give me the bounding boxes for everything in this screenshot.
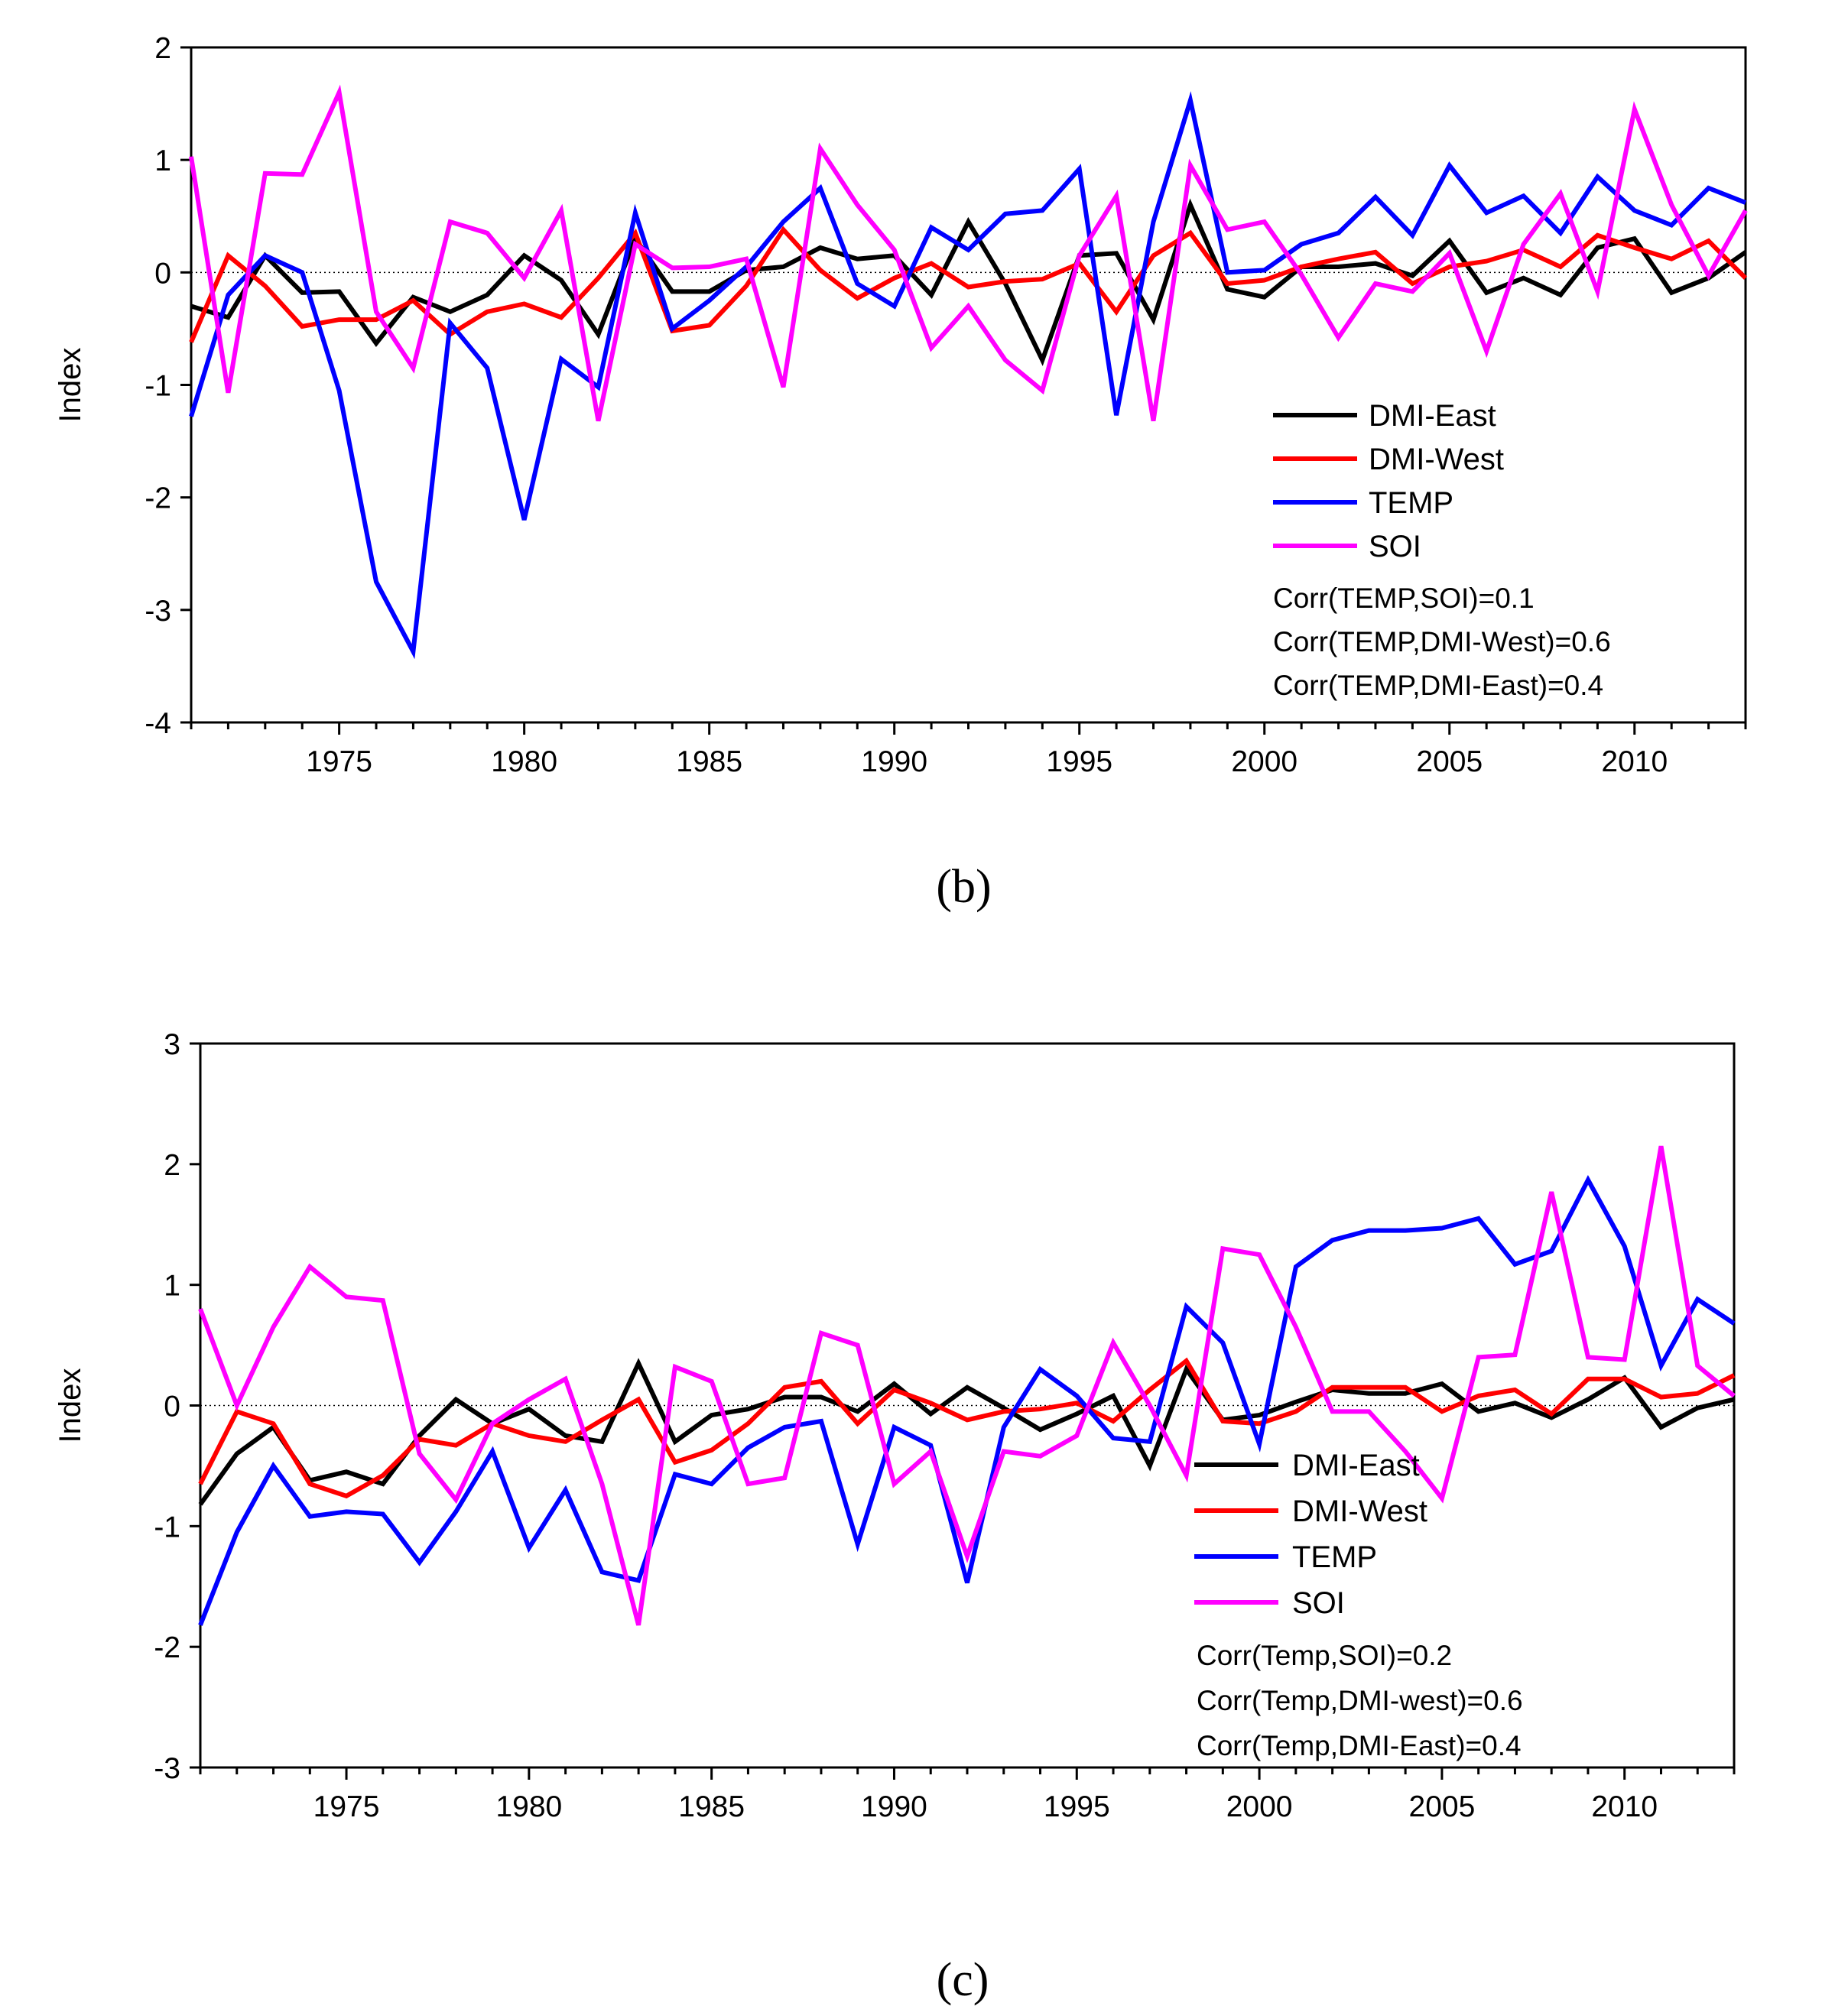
correlation-annotation: Corr(Temp,DMI-East)=0.4 [1197, 1730, 1522, 1761]
x-tick-label: 1985 [676, 745, 742, 778]
legend-label: DMI-West [1369, 443, 1504, 476]
y-axis-label: Index [54, 1368, 87, 1443]
x-tick-label: 1995 [1044, 1790, 1110, 1823]
y-tick-label: 3 [164, 1028, 180, 1061]
legend-label: DMI-East [1369, 399, 1496, 433]
x-tick-label: 1975 [306, 745, 372, 778]
x-tick-label: 2000 [1231, 745, 1297, 778]
y-tick-label: -1 [145, 370, 171, 403]
series-line-dmi-east [190, 198, 1747, 366]
x-tick-label: 1985 [678, 1790, 745, 1823]
y-tick-label: -3 [145, 595, 171, 628]
x-tick-label: 1975 [313, 1790, 380, 1823]
legend-label: SOI [1369, 530, 1421, 563]
x-tick-label: 2005 [1416, 745, 1483, 778]
correlation-annotation: Corr(Temp,SOI)=0.2 [1197, 1640, 1452, 1671]
x-tick-label: 2000 [1226, 1790, 1293, 1823]
y-tick-label: 0 [164, 1391, 180, 1423]
x-tick-label: 1980 [491, 745, 557, 778]
series-line-temp [189, 91, 1747, 660]
x-tick-label: 1990 [861, 1790, 927, 1823]
plot-frame [190, 46, 1747, 724]
series-line-soi [189, 84, 1748, 422]
x-tick-label: 1990 [861, 745, 927, 778]
legend-label: DMI-West [1292, 1495, 1427, 1528]
y-tick-label: -2 [154, 1631, 180, 1664]
x-tick-label: 2010 [1601, 745, 1668, 778]
chart-panel-b: 2 1 0 -1 -2 -3 -4 1975 1980 1985 1990 1995 2000 2005 2… [54, 32, 1748, 913]
series-line-temp [198, 1175, 1736, 1626]
chart-panel-c: 3 2 1 0 -1 -2 -3 1975 1980 1985 1990 1995 2000 2005 20… [54, 1028, 1736, 2006]
legend-label: TEMP [1292, 1540, 1377, 1574]
panel-label: (c) [937, 1954, 989, 2006]
correlation-annotation: Corr(TEMP,DMI-West)=0.6 [1273, 626, 1611, 657]
legend-label: DMI-East [1292, 1449, 1420, 1482]
y-tick-label: 1 [164, 1270, 180, 1303]
x-tick-label: 1980 [495, 1790, 562, 1823]
legend-label: SOI [1292, 1586, 1345, 1620]
series-line-dmi-east [198, 1358, 1735, 1506]
y-tick-label: -2 [145, 482, 171, 515]
legend: DMI-East DMI-West TEMP SOI Corr(Temp,SOI)=0.… [1194, 1449, 1523, 1761]
series-line-dmi-west [198, 1357, 1736, 1499]
y-tick-label: -4 [145, 707, 171, 740]
y-tick-label: 2 [164, 1149, 180, 1182]
correlation-annotation: Corr(Temp,DMI-west)=0.6 [1197, 1685, 1523, 1716]
x-tick-label: 1995 [1046, 745, 1112, 778]
legend: DMI-East DMI-West TEMP SOI Corr(TEMP,SOI)=0.… [1273, 399, 1611, 701]
y-tick-label: 2 [154, 32, 171, 65]
y-tick-label: 1 [154, 144, 171, 177]
y-axis-label: Index [54, 348, 87, 423]
correlation-annotation: Corr(TEMP,DMI-East)=0.4 [1273, 670, 1603, 701]
y-tick-label: -3 [154, 1752, 180, 1785]
legend-label: TEMP [1369, 486, 1453, 520]
y-tick-label: -1 [154, 1511, 180, 1543]
x-tick-label: 2005 [1409, 1790, 1476, 1823]
x-tick-label: 2010 [1591, 1790, 1658, 1823]
y-tick-label: 0 [154, 257, 171, 290]
panel-label: (b) [936, 861, 991, 913]
correlation-annotation: Corr(TEMP,SOI)=0.1 [1273, 583, 1535, 614]
series-line-soi [198, 1145, 1736, 1626]
